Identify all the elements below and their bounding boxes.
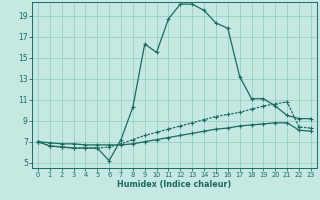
X-axis label: Humidex (Indice chaleur): Humidex (Indice chaleur): [117, 180, 232, 189]
